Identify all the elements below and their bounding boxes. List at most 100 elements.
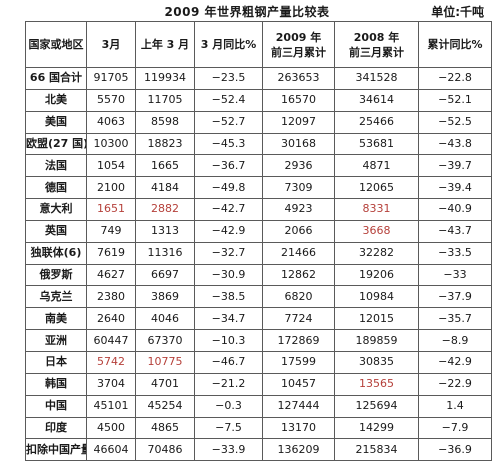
table-row: 66 国合计 91705 119934 −23.5 263653 341528 −22.8 — [25, 67, 492, 90]
value-cell: 2066 — [262, 219, 335, 243]
value-cell: 1.4 — [418, 394, 492, 418]
value-cell: 3869 — [135, 285, 195, 309]
value-cell: −36.9 — [418, 438, 492, 461]
steel-output-table: 国家或地区 3月 上年 3 月 3 月同比% 2009 年前三月累计 2008 … — [25, 21, 492, 461]
table-row: 意大利 1651 2882 −42.7 4923 8331 −40.9 — [25, 198, 492, 221]
unit-label: 单位:千吨 — [431, 5, 484, 19]
value-cell: 7724 — [262, 307, 335, 331]
value-cell: −32.7 — [194, 241, 263, 265]
table-row: 亚洲 60447 67370 −10.3 172869 189859 −8.9 — [25, 329, 492, 352]
region-name-cell: 日本 — [25, 350, 87, 374]
value-cell: −38.5 — [194, 285, 263, 309]
table-row: 中国 45101 45254 −0.3 127444 125694 1.4 — [25, 394, 492, 418]
value-cell: −42.7 — [194, 198, 263, 221]
value-cell: −45.3 — [194, 132, 263, 156]
header-cell: 3 月同比% — [194, 21, 263, 68]
region-name-cell: 意大利 — [25, 198, 87, 221]
header-cell: 3月 — [86, 21, 136, 68]
value-cell: 34614 — [334, 88, 419, 112]
value-cell: 70486 — [135, 438, 195, 461]
value-cell: 13170 — [262, 416, 335, 440]
value-cell: 4063 — [86, 110, 136, 134]
value-cell: −34.7 — [194, 307, 263, 331]
value-cell: −8.9 — [418, 329, 492, 352]
table-row: 英国 749 1313 −42.9 2066 3668 −43.7 — [25, 219, 492, 243]
header-cell: 上年 3 月 — [135, 21, 195, 68]
value-cell: 2100 — [86, 176, 136, 200]
value-cell: 4871 — [334, 154, 419, 178]
value-cell: 3668 — [334, 219, 419, 243]
value-cell: −33.9 — [194, 438, 263, 461]
region-name-cell: 俄罗斯 — [25, 263, 87, 287]
value-cell: 16570 — [262, 88, 335, 112]
region-name-cell: 英国 — [25, 219, 87, 243]
value-cell: 215834 — [334, 438, 419, 461]
value-cell: 4500 — [86, 416, 136, 440]
region-name-cell: 韩国 — [25, 372, 87, 396]
value-cell: −0.3 — [194, 394, 263, 418]
value-cell: 30168 — [262, 132, 335, 156]
value-cell: 25466 — [334, 110, 419, 134]
value-cell: 189859 — [334, 329, 419, 352]
value-cell: 4627 — [86, 263, 136, 287]
table-row: 乌克兰 2380 3869 −38.5 6820 10984 −37.9 — [25, 285, 492, 309]
value-cell: 4184 — [135, 176, 195, 200]
value-cell: 45254 — [135, 394, 195, 418]
value-cell: 6697 — [135, 263, 195, 287]
value-cell: 4923 — [262, 198, 335, 221]
value-cell: 12015 — [334, 307, 419, 331]
value-cell: 1054 — [86, 154, 136, 178]
value-cell: −43.8 — [418, 132, 492, 156]
value-cell: 12065 — [334, 176, 419, 200]
value-cell: 127444 — [262, 394, 335, 418]
value-cell: 91705 — [86, 67, 136, 90]
value-cell: 2936 — [262, 154, 335, 178]
value-cell: 7619 — [86, 241, 136, 265]
value-cell: −10.3 — [194, 329, 263, 352]
region-name-cell: 南美 — [25, 307, 87, 331]
value-cell: 10457 — [262, 372, 335, 396]
value-cell: 2380 — [86, 285, 136, 309]
header-cell: 2009 年前三月累计 — [262, 21, 335, 68]
table-row: 俄罗斯 4627 6697 −30.9 12862 19206 −33 — [25, 263, 492, 287]
region-name-cell: 扣除中国产量 — [25, 438, 87, 461]
value-cell: −23.5 — [194, 67, 263, 90]
value-cell: 19206 — [334, 263, 419, 287]
value-cell: 21466 — [262, 241, 335, 265]
value-cell: 32282 — [334, 241, 419, 265]
value-cell: 136209 — [262, 438, 335, 461]
region-name-cell: 法国 — [25, 154, 87, 178]
value-cell: −35.7 — [418, 307, 492, 331]
table-title: 2009 年世界粗钢产量比较表 — [164, 5, 330, 19]
region-name-cell: 德国 — [25, 176, 87, 200]
value-cell: 1313 — [135, 219, 195, 243]
region-name-cell: 印度 — [25, 416, 87, 440]
region-name-cell: 乌克兰 — [25, 285, 87, 309]
value-cell: 10300 — [86, 132, 136, 156]
value-cell: 8331 — [334, 198, 419, 221]
header-cell: 累计同比% — [418, 21, 492, 68]
value-cell: −49.8 — [194, 176, 263, 200]
value-cell: 30835 — [334, 350, 419, 374]
value-cell: −30.9 — [194, 263, 263, 287]
value-cell: 12862 — [262, 263, 335, 287]
region-name-cell: 美国 — [25, 110, 87, 134]
value-cell: −22.9 — [418, 372, 492, 396]
value-cell: −46.7 — [194, 350, 263, 374]
header-row: 国家或地区 3月 上年 3 月 3 月同比% 2009 年前三月累计 2008 … — [25, 21, 492, 68]
table-row: 美国 4063 8598 −52.7 12097 25466 −52.5 — [25, 110, 492, 134]
value-cell: 67370 — [135, 329, 195, 352]
table-row: 法国 1054 1665 −36.7 2936 4871 −39.7 — [25, 154, 492, 178]
value-cell: −39.4 — [418, 176, 492, 200]
value-cell: 2640 — [86, 307, 136, 331]
value-cell: 1665 — [135, 154, 195, 178]
value-cell: 10775 — [135, 350, 195, 374]
value-cell: −36.7 — [194, 154, 263, 178]
value-cell: −52.5 — [418, 110, 492, 134]
value-cell: 4046 — [135, 307, 195, 331]
value-cell: 341528 — [334, 67, 419, 90]
value-cell: 172869 — [262, 329, 335, 352]
value-cell: −33.5 — [418, 241, 492, 265]
value-cell: −52.1 — [418, 88, 492, 112]
table-row: 欧盟(27 国) 10300 18823 −45.3 30168 53681 −43.8 — [25, 132, 492, 156]
